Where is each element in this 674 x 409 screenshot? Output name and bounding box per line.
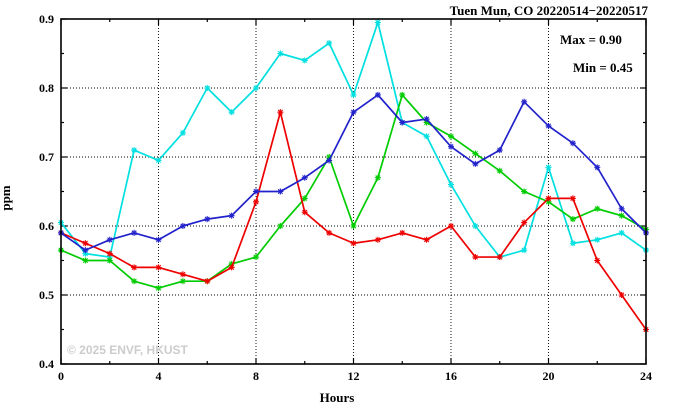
y-axis-title: ppm xyxy=(0,185,13,211)
y-tick-label: 0.6 xyxy=(39,219,54,233)
max-value-label: Max = 0.90 xyxy=(560,32,622,47)
x-tick-label: 12 xyxy=(348,369,360,383)
y-tick-label: 0.5 xyxy=(39,288,54,302)
chart-title: Tuen Mun, CO 20220514−20220517 xyxy=(449,3,648,18)
y-tick-label: 0.8 xyxy=(39,81,54,95)
x-tick-label: 4 xyxy=(156,369,162,383)
x-tick-label: 24 xyxy=(640,369,652,383)
x-tick-label: 16 xyxy=(445,369,457,383)
max-min-annotation: Max = 0.90 Min = 0.45 xyxy=(560,33,633,75)
x-tick-label: 20 xyxy=(543,369,555,383)
y-tick-label: 0.7 xyxy=(39,150,54,164)
x-tick-label: 8 xyxy=(253,369,259,383)
watermark: © 2025 ENVF, HKUST xyxy=(67,343,188,357)
min-value-label: Min = 0.45 xyxy=(573,60,633,75)
x-axis-title: Hours xyxy=(319,390,355,405)
y-tick-label: 0.9 xyxy=(39,12,54,26)
x-tick-label: 0 xyxy=(58,369,64,383)
plot-border xyxy=(60,18,647,365)
y-tick-label: 0.4 xyxy=(39,357,54,371)
